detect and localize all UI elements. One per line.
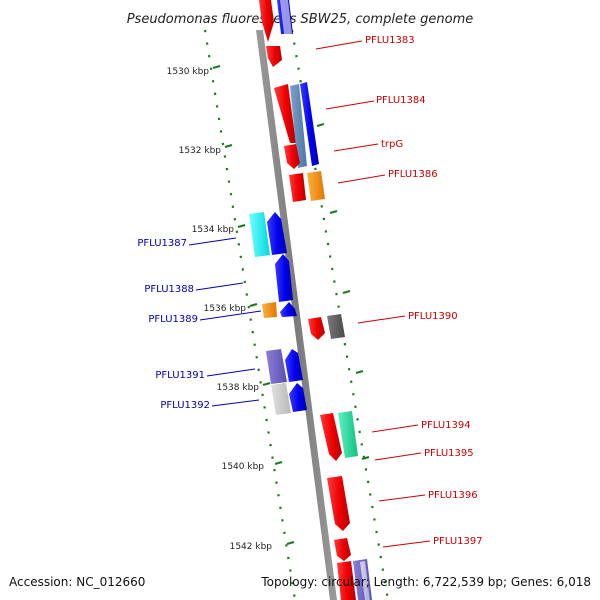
gene-label-pflu1386[interactable]: PFLU1386	[388, 169, 438, 180]
leader-line	[371, 424, 419, 433]
leader-line	[199, 310, 262, 321]
topology-text: Topology: circular; Length: 6,722,539 bp…	[260, 575, 591, 589]
gene-label-trpg[interactable]: trpG	[381, 139, 403, 150]
gene-features	[249, 0, 372, 600]
leader-line	[315, 40, 363, 50]
gene-label-pflu1388[interactable]: PFLU1388	[144, 284, 194, 295]
gene-arrow[interactable]	[289, 383, 307, 412]
gene-arrow[interactable]	[284, 144, 300, 169]
gene-label-pflu1390[interactable]: PFLU1390	[408, 311, 458, 322]
tick-mark	[212, 64, 221, 70]
leader-lines	[188, 40, 431, 548]
gene-label-pflu1394[interactable]: PFLU1394	[421, 420, 471, 431]
tick-mark	[237, 223, 246, 229]
tick-label: 1530 kbp	[167, 67, 210, 77]
gene-arrow[interactable]	[275, 254, 293, 302]
scale-ticks	[212, 64, 370, 546]
map-title: Pseudomonas fluorescens SBW25, complete …	[127, 12, 474, 27]
gene-box[interactable]	[308, 317, 325, 340]
tick-label: 1532 kbp	[179, 146, 222, 156]
gene-box[interactable]	[266, 349, 287, 384]
leader-line	[378, 494, 426, 502]
gene-arrow[interactable]	[267, 212, 287, 255]
gene-box[interactable]	[280, 0, 292, 34]
gene-arrow[interactable]	[280, 302, 297, 317]
gene-box[interactable]	[271, 383, 291, 415]
gene-box[interactable]	[249, 212, 270, 257]
gene-label-pflu1397[interactable]: PFLU1397	[433, 536, 483, 547]
leader-line	[333, 143, 379, 152]
gene-arrow[interactable]	[266, 46, 282, 67]
gene-label-pflu1389[interactable]: PFLU1389	[148, 314, 198, 325]
tick-label: 1538 kbp	[217, 383, 260, 393]
gene-box[interactable]	[289, 173, 306, 202]
tick-label: 1540 kbp	[222, 462, 265, 472]
tick-mark	[224, 143, 233, 149]
gene-arrow[interactable]	[334, 538, 351, 561]
tick-mark	[329, 209, 338, 215]
gene-box[interactable]	[338, 411, 358, 458]
gene-box[interactable]	[320, 413, 342, 461]
gene-arrow[interactable]	[300, 82, 319, 166]
tick-mark	[342, 289, 351, 295]
tick-labels: 1530 kbp 1532 kbp 1534 kbp 1536 kbp 1538…	[167, 67, 273, 552]
tick-label: 1536 kbp	[204, 304, 247, 314]
gene-arrow[interactable]	[274, 84, 296, 143]
leader-line	[325, 100, 375, 110]
tick-mark	[355, 369, 364, 375]
gene-label-pflu1395[interactable]: PFLU1395	[424, 448, 474, 459]
leader-line	[206, 368, 256, 377]
leader-line	[195, 282, 244, 291]
gene-arrow[interactable]	[259, 0, 274, 42]
gene-labels: PFLU1383 PFLU1384 trpG PFLU1386 PFLU1387…	[137, 35, 482, 547]
gene-arrow[interactable]	[285, 349, 303, 382]
accession-text: Accession: NC_012660	[9, 575, 145, 589]
leader-line	[357, 315, 406, 324]
leader-line	[188, 237, 237, 246]
gene-box[interactable]	[360, 561, 370, 600]
leader-line	[337, 174, 386, 184]
gene-arrow[interactable]	[327, 476, 350, 531]
tick-mark	[316, 122, 325, 128]
tick-mark	[262, 381, 271, 387]
tick-label: 1542 kbp	[230, 542, 273, 552]
gene-box[interactable]	[307, 171, 325, 201]
tick-mark	[274, 460, 283, 466]
gene-label-pflu1383[interactable]: PFLU1383	[365, 35, 415, 46]
gene-label-pflu1396[interactable]: PFLU1396	[428, 490, 478, 501]
gene-label-pflu1391[interactable]: PFLU1391	[155, 370, 205, 381]
leader-line	[374, 452, 422, 461]
gene-label-pflu1384[interactable]: PFLU1384	[376, 95, 426, 106]
tick-mark	[286, 540, 295, 546]
gene-box[interactable]	[327, 314, 345, 339]
leader-line	[382, 540, 431, 548]
tick-mark	[361, 455, 370, 461]
gene-box[interactable]	[337, 561, 356, 600]
leader-line	[211, 399, 260, 407]
gene-box[interactable]	[290, 84, 307, 168]
gene-label-pflu1387[interactable]: PFLU1387	[137, 238, 187, 249]
tick-label: 1534 kbp	[192, 225, 235, 235]
gene-box[interactable]	[262, 302, 277, 318]
tick-mark	[249, 302, 258, 308]
gene-label-pflu1392[interactable]: PFLU1392	[160, 400, 210, 411]
